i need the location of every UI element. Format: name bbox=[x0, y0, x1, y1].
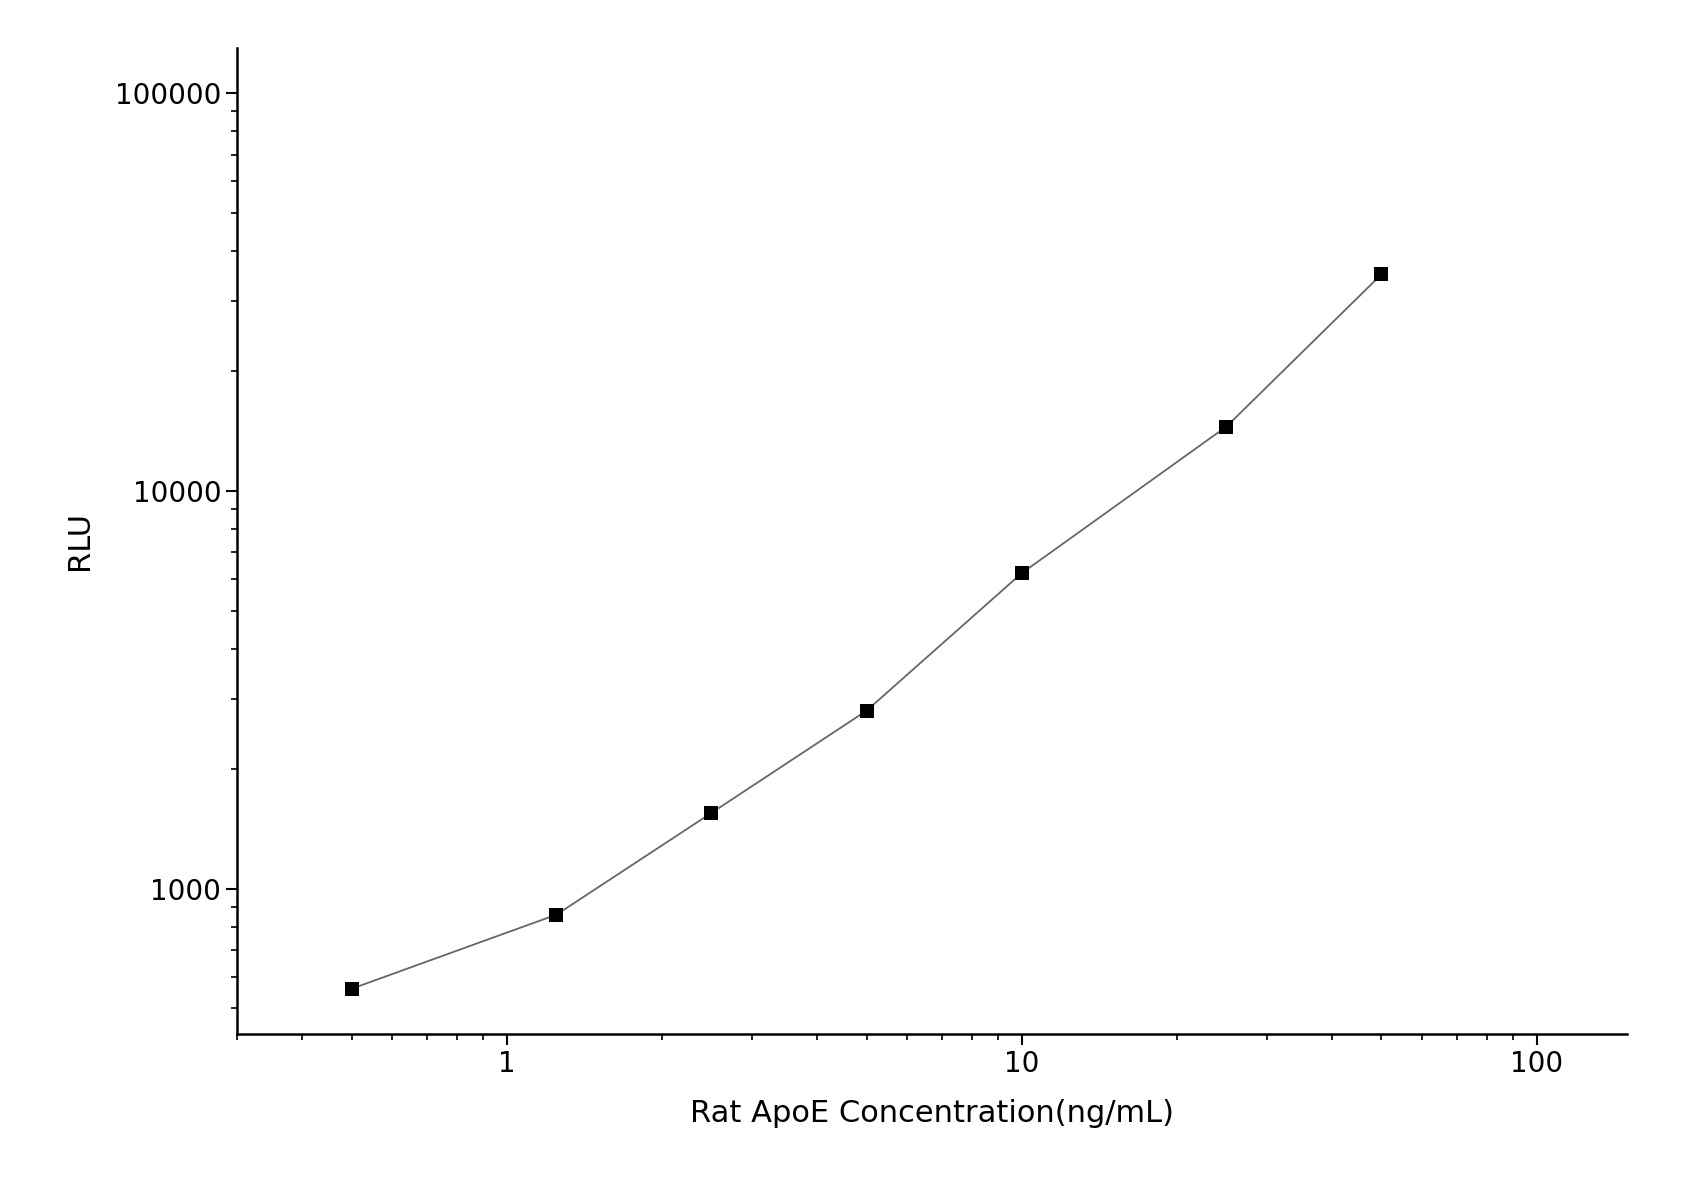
Y-axis label: RLU: RLU bbox=[64, 511, 95, 571]
X-axis label: Rat ApoE Concentration(ng/mL): Rat ApoE Concentration(ng/mL) bbox=[690, 1100, 1175, 1128]
